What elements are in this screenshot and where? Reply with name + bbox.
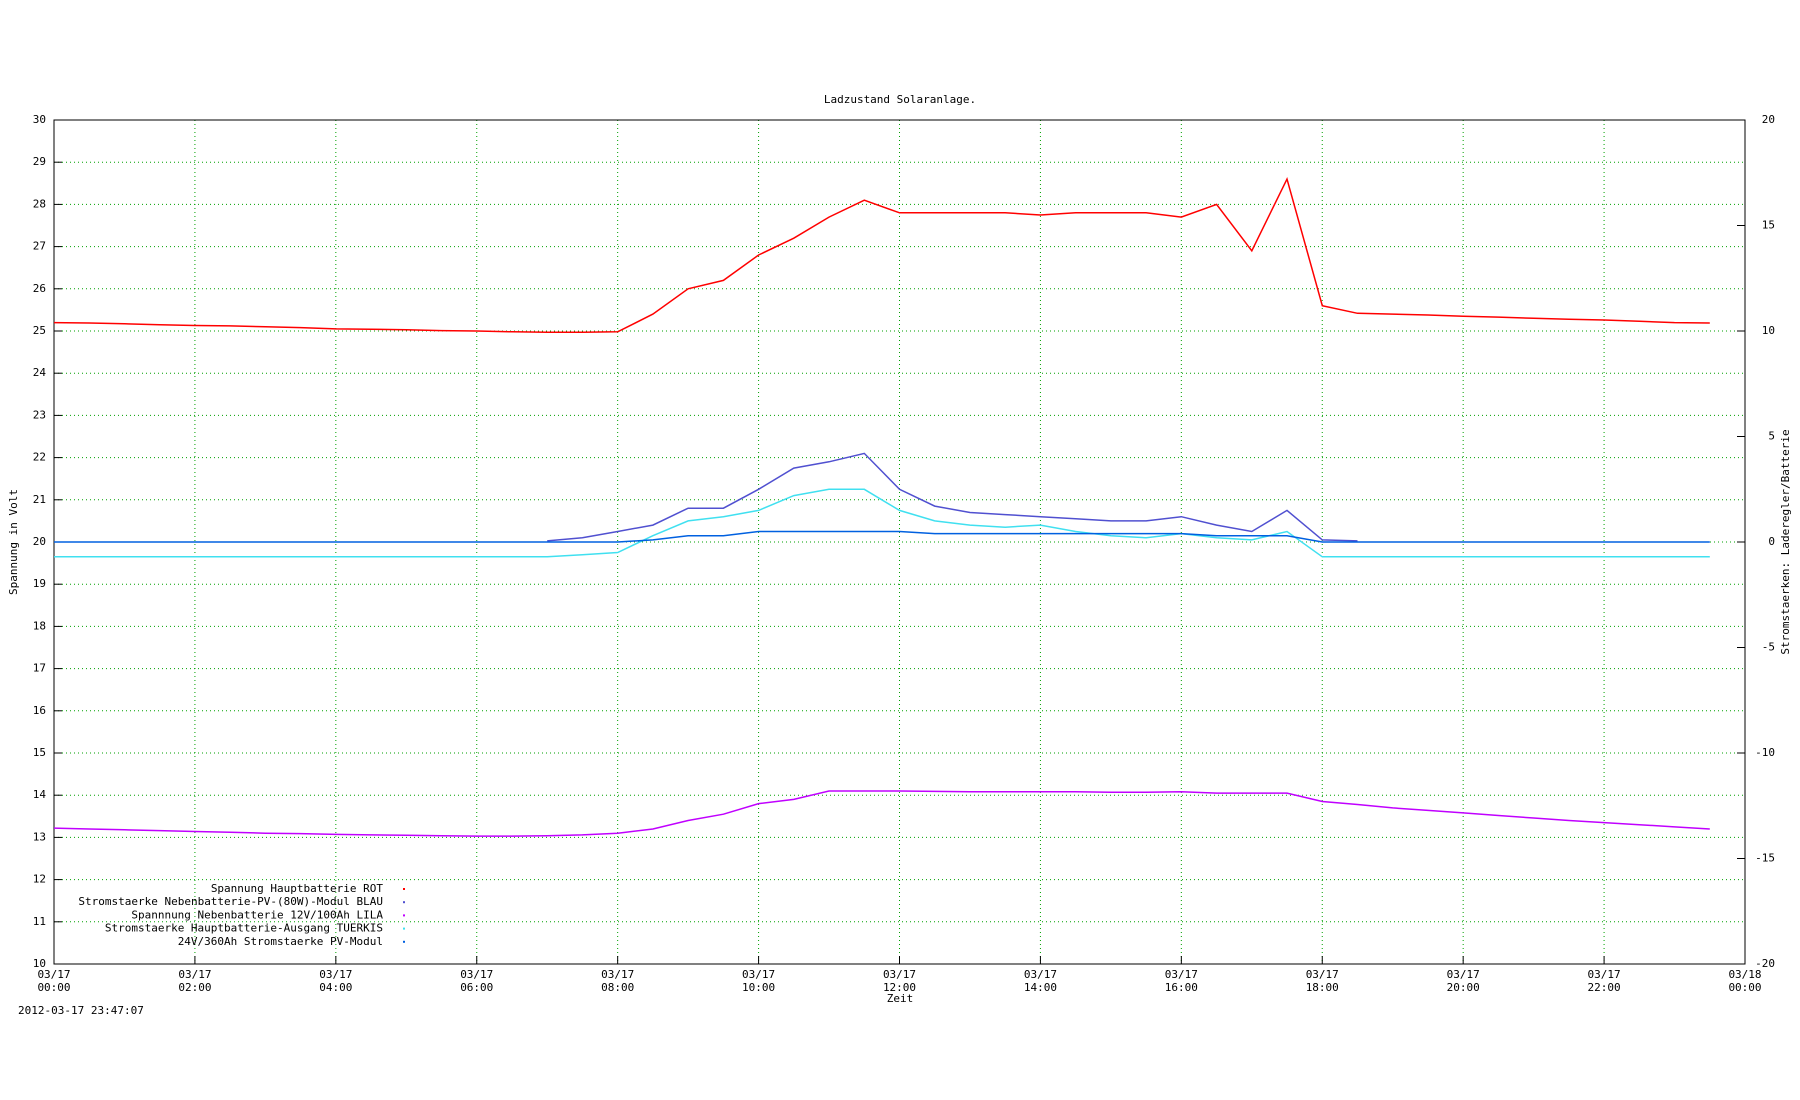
y2-tick-label: 0: [1768, 535, 1775, 548]
y-tick-label: 21: [33, 493, 46, 506]
x-tick-label: 03/17 08:00: [601, 968, 635, 994]
x-tick-label: 03/17 02:00: [178, 968, 212, 994]
x-tick-label: 03/17 06:00: [460, 968, 494, 994]
y-tick-label: 23: [33, 408, 46, 421]
legend-swatch: [403, 940, 405, 943]
y-tick-label: 17: [33, 662, 46, 675]
y2-tick-label: -10: [1755, 746, 1775, 759]
legend-label: Spannnung Nebenbatterie 12V/100Ah LILA: [131, 908, 383, 921]
legend-swatch: [403, 888, 405, 890]
y2-tick-label: 20: [1762, 113, 1775, 126]
y-tick-label: 26: [33, 282, 46, 295]
legend-label: 24V/360Ah Stromstaerke PV-Modul: [178, 935, 383, 948]
series-line: [53, 177, 1710, 334]
y2-tick-label: -15: [1755, 852, 1775, 865]
legend-label: Stromstaerke Hauptbatterie-Ausgang TUERK…: [105, 922, 383, 935]
y-tick-label: 18: [33, 619, 46, 632]
x-tick-label: 03/17 16:00: [1164, 968, 1198, 994]
x-tick-label: 03/17 20:00: [1446, 968, 1480, 994]
y-tick-label: 14: [33, 788, 47, 801]
x-tick-label: 03/17 00:00: [37, 968, 71, 994]
series-line: [547, 452, 1358, 542]
y2-tick-label: -20: [1755, 957, 1775, 970]
y-tick-label: 30: [33, 113, 46, 126]
y-tick-label: 27: [33, 240, 46, 253]
legend-swatch: [403, 901, 405, 904]
y-tick-label: 10: [33, 957, 46, 970]
y-tick-label: 19: [33, 577, 46, 590]
y2-axis-label: Stromstaerken: Laderegler/Batterie: [1779, 429, 1792, 654]
series-line: [54, 488, 1710, 558]
y2-tick-label: 5: [1768, 430, 1775, 443]
y-tick-label: 11: [33, 915, 46, 928]
x-tick-label: 03/17 04:00: [319, 968, 353, 994]
x-tick-label: 03/17 10:00: [742, 968, 776, 994]
y2-tick-label: 15: [1762, 219, 1775, 232]
timestamp: 2012-03-17 23:47:07: [18, 1004, 144, 1017]
legend-label: Stromstaerke Nebenbatterie-PV-(80W)-Modu…: [78, 895, 383, 908]
y-tick-label: 28: [33, 197, 46, 210]
y2-tick-label: 10: [1762, 324, 1775, 337]
x-tick-label: 03/17 12:00: [882, 968, 917, 994]
x-axis-label: Zeit: [887, 992, 914, 1005]
legend-swatch: [403, 927, 405, 930]
y-tick-label: 20: [33, 535, 46, 548]
y-axis-label: Spannung in Volt: [7, 489, 20, 595]
x-tick-label: 03/17 18:00: [1305, 968, 1339, 994]
y-tick-label: 22: [33, 451, 46, 464]
y-tick-label: 25: [33, 324, 46, 337]
y2-tick-label: -5: [1762, 641, 1775, 654]
x-tick-label: 03/18 00:00: [1728, 968, 1762, 994]
y-tick-label: 13: [33, 830, 46, 843]
legend-swatch: [403, 914, 405, 917]
y-tick-label: 15: [33, 746, 46, 759]
chart-title: Ladzustand Solaranlage.: [824, 93, 976, 106]
x-tick-label: 03/17 22:00: [1587, 968, 1621, 994]
y-tick-label: 12: [33, 873, 46, 886]
y-tick-label: 16: [33, 704, 46, 717]
y-tick-label: 29: [33, 155, 46, 168]
series-line: [54, 530, 1710, 543]
legend-label: Spannung Hauptbatterie ROT: [211, 882, 384, 895]
series-line: [53, 790, 1710, 837]
y-tick-label: 24: [33, 366, 47, 379]
x-tick-label: 03/17 14:00: [1023, 968, 1057, 994]
